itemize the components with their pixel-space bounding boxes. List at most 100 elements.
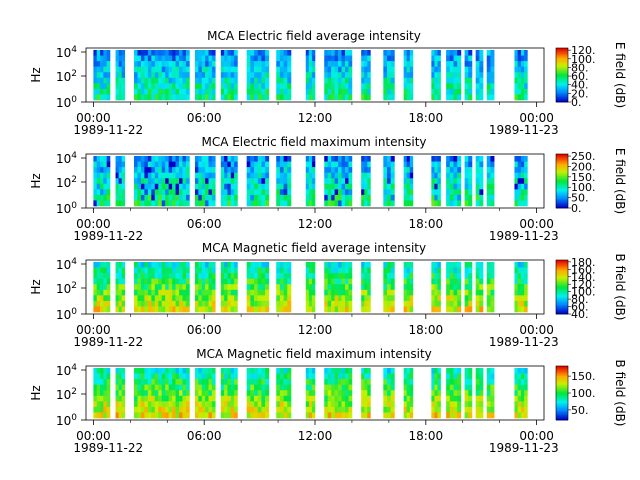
heatmap-cell (457, 178, 462, 185)
heatmap-cell (486, 161, 491, 168)
colorbar-step (556, 85, 568, 88)
heatmap-cell (287, 72, 292, 79)
heatmap-cell (185, 189, 190, 196)
colorbar-step (556, 91, 568, 93)
heatmap-cell (341, 88, 346, 95)
heatmap-cell (345, 373, 349, 380)
heatmap-cell (367, 66, 371, 73)
heatmap-cell (154, 390, 159, 397)
heatmap-cell (364, 61, 368, 67)
heatmap-cell (257, 406, 262, 413)
heatmap-cell (490, 412, 495, 419)
heatmap-cell (383, 77, 388, 84)
heatmap-cell (446, 50, 451, 56)
heatmap-cell (517, 289, 522, 296)
heatmap-cell (457, 300, 462, 307)
colorbar-tick-label: 60. (571, 70, 589, 83)
heatmap-cell (250, 373, 255, 380)
heatmap-cell (406, 412, 411, 419)
heatmap-cell (406, 267, 411, 274)
heatmap-cell (324, 88, 328, 95)
heatmap-cell (254, 373, 259, 380)
heatmap-cell (182, 156, 187, 162)
heatmap-cell (118, 273, 123, 279)
heatmap-cell (453, 306, 458, 313)
heatmap-cell (144, 384, 149, 391)
heatmap-cell (265, 156, 270, 162)
heatmap-cell (305, 72, 310, 79)
heatmap-cell (185, 273, 190, 279)
heatmap-cell (246, 183, 251, 190)
heatmap-cell (154, 379, 159, 385)
heatmap-cell (137, 66, 142, 73)
heatmap-cell (464, 300, 469, 307)
heatmap-cell (437, 172, 441, 179)
heatmap-cell (254, 167, 259, 173)
colorbar-tick-label: 80. (571, 61, 589, 74)
heatmap-cell (144, 50, 149, 56)
heatmap-cell (220, 72, 225, 79)
heatmap-cell (144, 373, 149, 380)
heatmap-cell (161, 368, 166, 374)
heatmap-cell (227, 83, 232, 90)
heatmap-cell (287, 390, 292, 397)
heatmap-cell (431, 161, 435, 168)
heatmap-cell (265, 172, 270, 179)
heatmap-cell (220, 50, 225, 56)
heatmap-cell (106, 368, 111, 374)
heatmap-cell (201, 368, 206, 374)
heatmap-cell (524, 66, 528, 73)
heatmap-cell (475, 72, 480, 79)
colorbar-step (556, 410, 568, 413)
heatmap-cell (468, 289, 473, 296)
heatmap-cell (234, 379, 238, 385)
heatmap-cell (93, 284, 98, 291)
heatmap-cell (121, 77, 126, 84)
heatmap-cell (311, 156, 316, 162)
heatmap-cell (334, 83, 339, 90)
heatmap-cell (331, 368, 335, 374)
heatmap-cell (486, 88, 491, 95)
heatmap-cell (345, 94, 349, 101)
heatmap-cell (457, 72, 462, 79)
heatmap-cell (172, 395, 176, 402)
heatmap-cell (175, 72, 180, 79)
colorbar-step (556, 305, 568, 308)
heatmap-cell (464, 194, 469, 201)
heatmap-cell (165, 172, 169, 179)
heatmap-cell (121, 384, 126, 391)
heatmap-cell (324, 384, 328, 391)
heatmap-cell (93, 401, 98, 408)
heatmap-cell (230, 161, 235, 168)
heatmap-cell (449, 395, 454, 402)
heatmap-cell (287, 167, 292, 173)
heatmap-cell (140, 189, 145, 196)
heatmap-cell (205, 194, 209, 201)
heatmap-cell (118, 384, 123, 391)
heatmap-cell (179, 194, 183, 201)
heatmap-cell (261, 172, 266, 179)
heatmap-cell (348, 161, 353, 168)
heatmap-cell (517, 379, 522, 385)
heatmap-cell (283, 373, 288, 380)
heatmap-cell (517, 61, 522, 67)
heatmap-cell (364, 406, 368, 413)
heatmap-cell (165, 77, 169, 84)
heatmap-cell (137, 55, 142, 62)
heatmap-cell (279, 401, 284, 408)
heatmap-cell (514, 72, 518, 79)
heatmap-cell (134, 390, 138, 397)
heatmap-cell (524, 183, 528, 190)
heatmap-cell (475, 373, 480, 380)
heatmap-cell (103, 368, 107, 374)
heatmap-cell (475, 306, 480, 313)
heatmap-cell (134, 262, 138, 268)
heatmap-cell (154, 368, 159, 374)
heatmap-cell (147, 273, 152, 279)
heatmap-cell (234, 262, 238, 268)
heatmap-cell (254, 289, 259, 296)
heatmap-cell (96, 284, 101, 291)
heatmap-cell (338, 401, 342, 408)
heatmap-cell (334, 167, 339, 173)
heatmap-cell (524, 167, 528, 173)
